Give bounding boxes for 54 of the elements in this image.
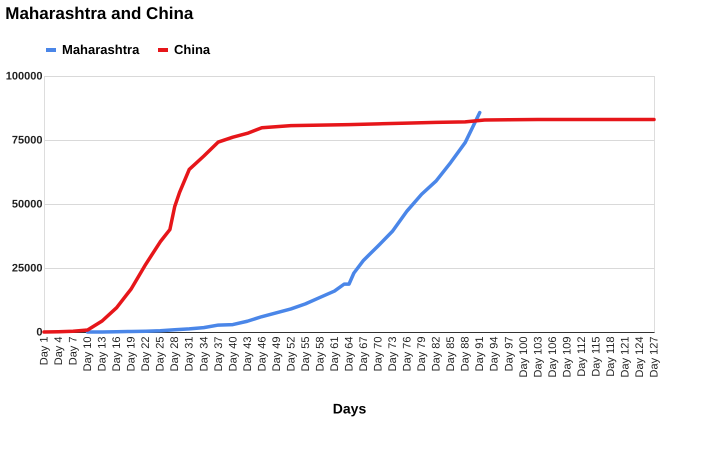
x-tick-label: Day 31 (184, 336, 196, 372)
x-tick-label: Day 76 (402, 336, 414, 372)
line-series (42, 118, 656, 334)
x-tick-label: Day 97 (503, 336, 516, 372)
x-tick-label: Day 34 (198, 336, 210, 372)
y-tick-label: 100000 (6, 70, 42, 82)
x-tick-label: Day 13 (96, 336, 109, 372)
x-tick-label: Day 73 (387, 336, 400, 372)
x-tick-label: Day 70 (372, 336, 385, 372)
x-tick-label: Day 115 (590, 336, 602, 377)
x-tick-label: Day 100 (518, 336, 530, 378)
x-tick-label: Day 1 (38, 336, 50, 366)
x-tick-label: Day 49 (270, 336, 283, 372)
x-tick-label: Day 91 (474, 336, 486, 372)
x-tick-label: Day 22 (140, 336, 152, 372)
x-tick-label: Day 37 (212, 336, 225, 372)
x-tick-label: Day 43 (242, 336, 254, 372)
x-tick-label: Day 88 (460, 336, 472, 372)
y-tick-label: 50000 (12, 198, 42, 210)
x-tick-label: Day 127 (648, 336, 660, 378)
x-tick-label: Day 124 (634, 336, 646, 378)
x-tick-label: Day 61 (328, 336, 341, 372)
legend-label: Maharashtra (62, 42, 140, 57)
x-tick-label: Day 85 (445, 336, 458, 372)
chart-title: Maharashtra and China (5, 4, 194, 23)
x-tick-label: Day 55 (300, 336, 312, 372)
x-tick-label: Day 7 (68, 336, 80, 366)
x-tick-label: Day 28 (169, 336, 182, 372)
x-tick-label: Day 82 (430, 336, 443, 372)
x-tick-label: Day 25 (154, 336, 167, 372)
legend-label: China (174, 42, 211, 57)
x-tick-label: Day 94 (488, 336, 501, 372)
x-tick-label: Day 64 (344, 336, 356, 372)
x-tick-label: Day 40 (227, 336, 240, 372)
line-series (86, 110, 482, 334)
x-tick-label: Day 52 (285, 336, 298, 372)
x-tick-label: Day 4 (53, 336, 66, 366)
y-tick-label: 25000 (12, 262, 42, 274)
x-tick-label: Day 118 (604, 336, 617, 377)
y-tick-label: 0 (36, 326, 42, 338)
x-tick-label: Day 10 (82, 336, 94, 372)
x-tick-label: Day 67 (358, 336, 370, 372)
x-tick-label: Day 112 (576, 336, 588, 377)
x-tick-label: Day 79 (416, 336, 428, 372)
x-tick-label: Day 121 (619, 336, 632, 378)
x-axis-title: Days (332, 400, 366, 416)
x-tick-label: Day 106 (546, 336, 559, 378)
x-tick-label: Day 109 (561, 336, 574, 378)
y-tick-label: 75000 (12, 134, 42, 146)
x-tick-label: Day 58 (314, 336, 326, 372)
x-tick-label: Day 16 (111, 336, 124, 372)
x-tick-label: Day 19 (126, 336, 138, 372)
x-tick-label: Day 46 (256, 336, 268, 372)
x-tick-label: Day 103 (532, 336, 544, 378)
